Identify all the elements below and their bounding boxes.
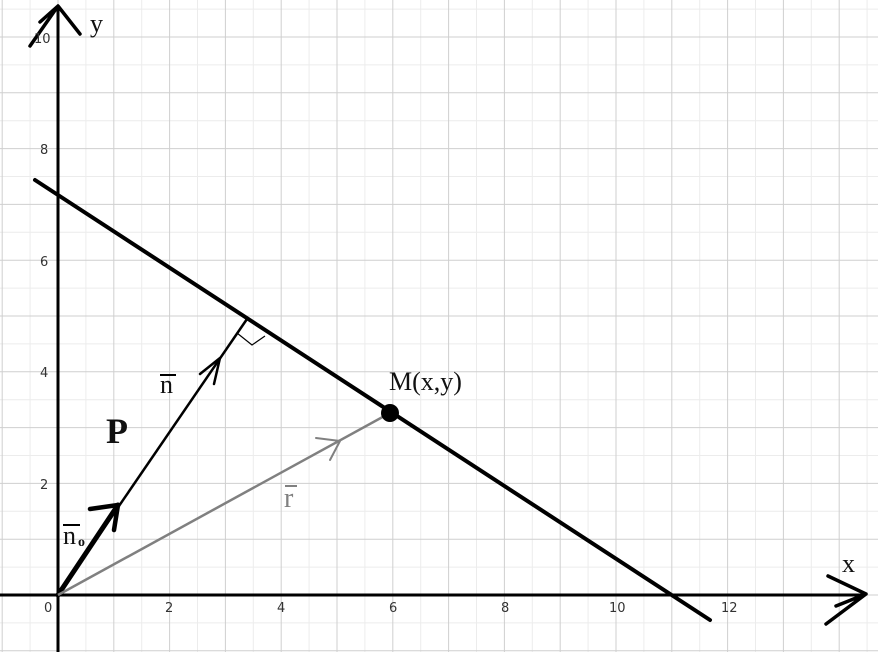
y-axis-label: y — [90, 9, 103, 38]
unit-normal-subscript: o — [78, 535, 85, 550]
x-tick-label: 4 — [277, 601, 285, 616]
radius-arrow-icon — [315, 437, 341, 461]
x-tick-label: 6 — [389, 601, 397, 616]
y-axis-arrow-icon — [28, 4, 82, 48]
plane-line — [33, 178, 712, 622]
y-tick-label: 4 — [40, 366, 48, 381]
x-tick-label: 12 — [721, 601, 738, 616]
y-tick-label: 10 — [34, 32, 51, 47]
unit-normal-label: n — [63, 521, 76, 550]
normal-arrow-icon — [198, 356, 222, 386]
y-tick-label: 8 — [40, 143, 48, 158]
radius-label: r — [284, 483, 294, 514]
radius-vector — [57, 412, 389, 597]
point-m — [381, 404, 399, 422]
y-tick-label: 6 — [40, 255, 48, 270]
x-tick-label: 10 — [609, 601, 626, 616]
right-angle-icon — [236, 332, 266, 346]
plane-label: P — [106, 411, 128, 451]
x-axis-arrow-icon — [824, 574, 868, 626]
normal-label: n — [160, 370, 173, 399]
x-axis-label: x — [842, 549, 855, 578]
point-m-label: M(x,y) — [389, 367, 462, 396]
unit-normal-vector — [55, 502, 121, 598]
unit-normal-arrow-icon — [87, 502, 121, 533]
y-tick-label: 2 — [40, 478, 48, 493]
x-tick-label: 2 — [165, 601, 173, 616]
x-tick-label: 0 — [44, 601, 52, 616]
x-tick-label: 8 — [501, 601, 509, 616]
